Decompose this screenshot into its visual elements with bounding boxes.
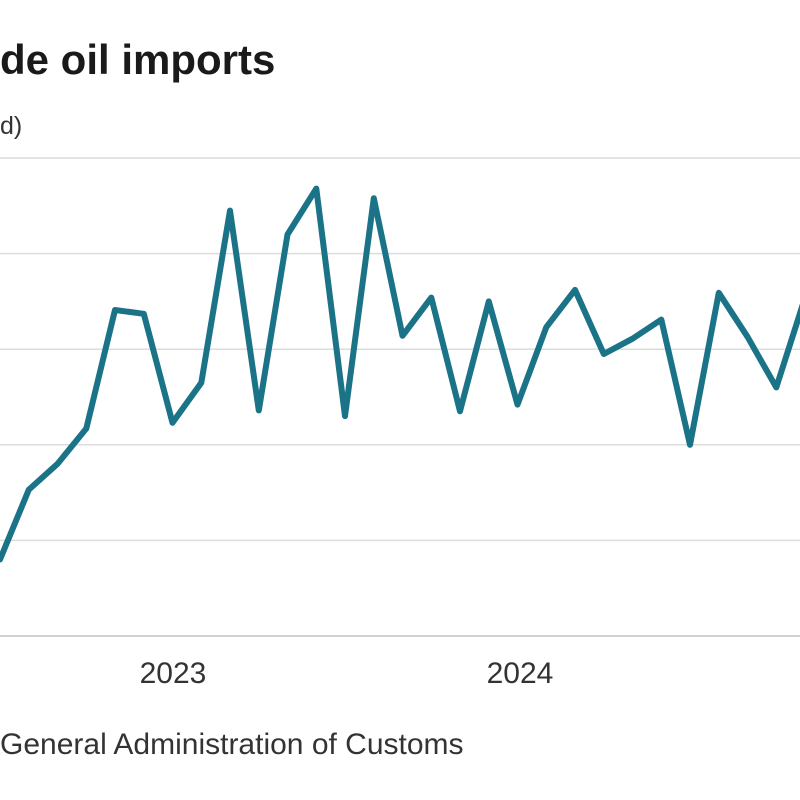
source-note: General Administration of Customs: [0, 728, 464, 761]
chart-subtitle: d): [0, 112, 23, 140]
x-tick-label-2024: 2024: [487, 657, 554, 690]
x-tick-labels: 2023 2024: [140, 657, 554, 690]
x-tick-label-2023: 2023: [140, 657, 207, 690]
chart-title: de oil imports: [0, 36, 276, 83]
grid-lines: [0, 157, 800, 542]
series-line: [0, 185, 800, 563]
